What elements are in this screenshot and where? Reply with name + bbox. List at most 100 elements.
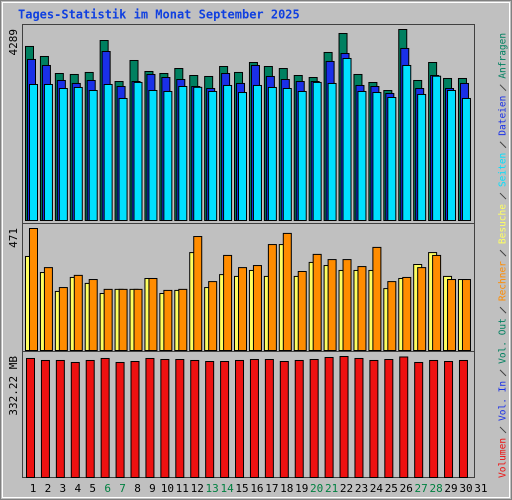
bar	[402, 64, 412, 221]
x-tick-label: 24	[370, 482, 384, 495]
legend-label: Vol. In	[498, 381, 509, 421]
bar	[190, 359, 200, 478]
legend-label: Rechner	[498, 261, 509, 301]
bar	[279, 360, 289, 478]
bar	[354, 357, 364, 479]
bar	[417, 267, 427, 351]
bar	[458, 359, 468, 478]
bar	[297, 90, 307, 221]
legend-label: Volumen	[498, 438, 509, 478]
bar	[238, 92, 248, 221]
bar	[282, 88, 292, 221]
x-tick-label: 26	[400, 482, 413, 495]
bar	[40, 359, 50, 478]
bar	[387, 97, 397, 221]
bar	[208, 281, 218, 352]
x-tick-label: 31	[474, 482, 487, 495]
x-tick-label: 2	[45, 482, 52, 495]
y-tick-label: 471	[7, 228, 20, 248]
bar	[88, 279, 98, 351]
bar	[148, 90, 158, 222]
bar	[178, 288, 188, 351]
bar	[324, 356, 334, 478]
bar	[357, 266, 367, 352]
bar	[133, 288, 143, 351]
legend-separator	[499, 84, 507, 92]
legend-label: Seiten	[498, 153, 509, 187]
bar	[205, 360, 215, 478]
bar	[130, 360, 140, 478]
bar	[223, 84, 233, 221]
bar	[414, 361, 424, 478]
bar	[238, 267, 248, 351]
bar	[193, 86, 203, 221]
bar	[58, 287, 68, 351]
x-tick-label: 16	[250, 482, 263, 495]
bar	[309, 358, 319, 479]
x-tick-label: 4	[74, 482, 81, 495]
bar	[220, 360, 230, 478]
bar	[342, 57, 352, 221]
bar	[267, 244, 277, 351]
x-tick-label: 21	[325, 482, 338, 495]
bar	[252, 265, 262, 352]
bar	[85, 359, 95, 478]
bar	[163, 90, 173, 221]
x-tick-label: 14	[220, 482, 234, 495]
x-tick-label: 27	[415, 482, 428, 495]
bar	[178, 86, 188, 221]
x-tick-label: 19	[295, 482, 308, 495]
bar	[103, 83, 113, 221]
bar	[73, 274, 83, 352]
bar	[327, 82, 337, 221]
bar	[118, 288, 128, 351]
bar	[339, 356, 349, 478]
bar	[357, 90, 367, 221]
chart-title: Tages-Statistik im Monat September 2025	[18, 8, 300, 22]
bar	[118, 97, 128, 221]
legend-separator	[499, 249, 507, 257]
bar	[148, 277, 158, 352]
legend-label: Besuche	[498, 204, 509, 244]
bar	[55, 359, 65, 478]
x-tick-label: 9	[149, 482, 156, 495]
bar	[145, 357, 155, 479]
x-tick-label: 1	[30, 482, 37, 495]
x-tick-label: 10	[161, 482, 174, 495]
bar	[417, 93, 427, 221]
bar	[160, 358, 170, 479]
bar	[100, 357, 110, 479]
x-tick-label: 7	[119, 482, 126, 495]
x-tick-label: 15	[235, 482, 248, 495]
bar	[444, 360, 454, 478]
bar	[58, 88, 68, 221]
bar	[432, 254, 442, 351]
legend-separator	[499, 306, 507, 314]
bar	[88, 90, 98, 222]
bar	[175, 358, 185, 479]
legend-label: Anfragen	[498, 33, 509, 79]
bar	[208, 90, 218, 221]
bar	[70, 361, 80, 478]
x-tick-label: 17	[265, 482, 278, 495]
x-tick-label: 22	[340, 482, 353, 495]
y-tick-label: 332.22 MB	[7, 356, 20, 416]
bar	[447, 90, 457, 222]
x-tick-label: 23	[355, 482, 368, 495]
bar	[264, 358, 274, 479]
bar	[163, 289, 173, 352]
bar	[267, 86, 277, 221]
x-tick-label: 13	[206, 482, 219, 495]
bar	[26, 357, 35, 479]
x-tick-label: 6	[104, 482, 111, 495]
bar	[235, 359, 245, 478]
bar	[429, 359, 439, 478]
bar	[282, 232, 292, 352]
bar	[447, 279, 457, 351]
legend-label: Vol. Out	[498, 318, 509, 364]
bar	[43, 267, 53, 351]
bar	[327, 259, 337, 351]
x-tick-label: 28	[429, 482, 442, 495]
